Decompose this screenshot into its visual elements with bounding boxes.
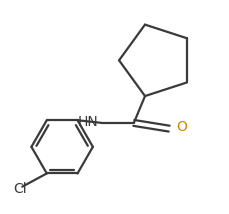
Text: HN: HN: [78, 115, 98, 129]
Text: Cl: Cl: [13, 182, 27, 196]
Text: O: O: [176, 120, 187, 134]
